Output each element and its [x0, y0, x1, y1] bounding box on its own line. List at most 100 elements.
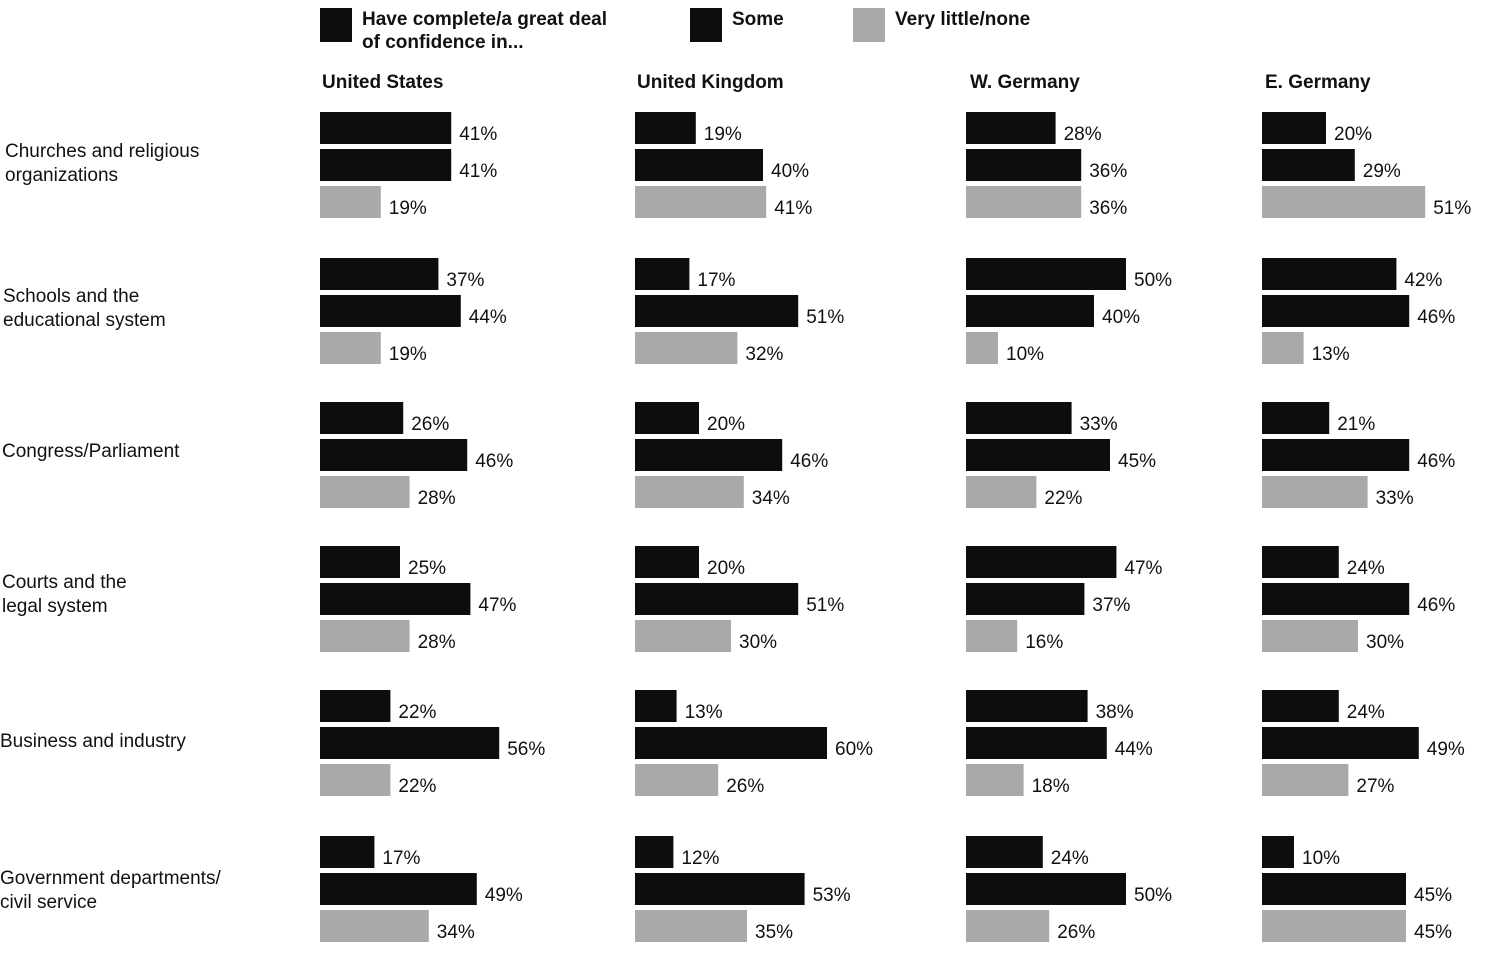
- bar-very-little-us-row2: [320, 332, 381, 364]
- bar-very-little-us-row3: [320, 476, 410, 508]
- data-label-very-little-us-row1: 19%: [389, 198, 427, 219]
- bar-very-little-uk-row3: [635, 476, 744, 508]
- bar-very-little-e-germany-row6: [1262, 910, 1406, 942]
- bar-some-w-germany-row5: [966, 727, 1107, 759]
- data-label-some-e-germany-row3: 46%: [1417, 451, 1455, 472]
- data-label-very-little-e-germany-row4: 30%: [1366, 632, 1404, 653]
- bar-great-deal-e-germany-row3: [1262, 402, 1330, 434]
- data-label-some-us-row1: 41%: [459, 161, 497, 182]
- data-label-great-deal-w-germany-row4: 47%: [1124, 558, 1162, 579]
- bar-some-us-row3: [320, 439, 468, 471]
- data-label-great-deal-us-row6: 17%: [382, 848, 420, 869]
- bar-some-uk-row1: [635, 149, 763, 181]
- bar-some-us-row4: [320, 583, 471, 615]
- bar-some-e-germany-row4: [1262, 583, 1410, 615]
- bar-some-uk-row6: [635, 873, 805, 905]
- data-label-some-e-germany-row2: 46%: [1417, 307, 1455, 328]
- data-label-some-w-germany-row1: 36%: [1089, 161, 1127, 182]
- data-label-great-deal-e-germany-row3: 21%: [1337, 414, 1375, 435]
- bar-very-little-uk-row5: [635, 764, 719, 796]
- data-label-some-w-germany-row2: 40%: [1102, 307, 1140, 328]
- data-label-great-deal-w-germany-row1: 28%: [1064, 124, 1102, 145]
- bar-great-deal-w-germany-row5: [966, 690, 1088, 722]
- data-label-some-uk-row4: 51%: [806, 595, 844, 616]
- data-label-great-deal-us-row4: 25%: [408, 558, 446, 579]
- data-label-very-little-e-germany-row1: 51%: [1433, 198, 1471, 219]
- data-label-great-deal-w-germany-row5: 38%: [1096, 702, 1134, 723]
- bar-very-little-us-row1: [320, 186, 381, 218]
- bar-very-little-w-germany-row5: [966, 764, 1024, 796]
- category-label-business: Business and industry: [0, 731, 186, 752]
- data-label-very-little-uk-row2: 32%: [745, 344, 783, 365]
- bar-very-little-uk-row4: [635, 620, 731, 652]
- data-label-some-e-germany-row4: 46%: [1417, 595, 1455, 616]
- bar-some-us-row5: [320, 727, 500, 759]
- data-label-some-w-germany-row3: 45%: [1118, 451, 1156, 472]
- legend-swatch-some: [690, 8, 722, 42]
- data-label-great-deal-e-germany-row1: 20%: [1334, 124, 1372, 145]
- data-label-very-little-uk-row4: 30%: [739, 632, 777, 653]
- data-label-very-little-w-germany-row2: 10%: [1006, 344, 1044, 365]
- bar-great-deal-w-germany-row6: [966, 836, 1043, 868]
- data-label-very-little-w-germany-row5: 18%: [1032, 776, 1070, 797]
- panel-title-e-germany: E. Germany: [1265, 72, 1371, 93]
- bar-some-us-row1: [320, 149, 452, 181]
- bar-very-little-w-germany-row2: [966, 332, 998, 364]
- data-label-very-little-w-germany-row4: 16%: [1025, 632, 1063, 653]
- data-label-some-uk-row1: 40%: [771, 161, 809, 182]
- data-label-some-w-germany-row4: 37%: [1092, 595, 1130, 616]
- legend-item-great-deal: Have complete/a great deal of confidence…: [320, 8, 607, 54]
- data-label-very-little-e-germany-row5: 27%: [1356, 776, 1394, 797]
- bar-great-deal-uk-row3: [635, 402, 699, 434]
- data-label-very-little-e-germany-row2: 13%: [1312, 344, 1350, 365]
- category-label-churches: Churches and religious organizations: [5, 141, 200, 186]
- bar-great-deal-us-row3: [320, 402, 404, 434]
- legend-item-very-little: Very little/none: [853, 8, 1030, 42]
- data-label-great-deal-us-row2: 37%: [446, 270, 484, 291]
- bar-very-little-us-row4: [320, 620, 410, 652]
- category-label-government: Government departments/ civil service: [0, 868, 221, 913]
- data-label-great-deal-uk-row5: 13%: [685, 702, 723, 723]
- data-label-great-deal-uk-row6: 12%: [681, 848, 719, 869]
- bar-great-deal-uk-row1: [635, 112, 696, 144]
- bar-great-deal-w-germany-row4: [966, 546, 1117, 578]
- bar-great-deal-w-germany-row3: [966, 402, 1072, 434]
- bar-great-deal-uk-row6: [635, 836, 674, 868]
- data-label-great-deal-w-germany-row6: 24%: [1051, 848, 1089, 869]
- bar-some-w-germany-row1: [966, 149, 1082, 181]
- bar-great-deal-e-germany-row2: [1262, 258, 1397, 290]
- panel-title-w-germany: W. Germany: [970, 72, 1080, 93]
- data-label-very-little-w-germany-row6: 26%: [1057, 922, 1095, 943]
- category-label-courts: Courts and the legal system: [2, 572, 127, 617]
- bar-great-deal-us-row4: [320, 546, 400, 578]
- bar-very-little-uk-row1: [635, 186, 767, 218]
- panel-title-united-states: United States: [322, 72, 444, 93]
- bar-some-e-germany-row1: [1262, 149, 1355, 181]
- bar-very-little-e-germany-row5: [1262, 764, 1349, 796]
- data-label-very-little-us-row3: 28%: [418, 488, 456, 509]
- bar-great-deal-e-germany-row5: [1262, 690, 1339, 722]
- data-label-some-w-germany-row5: 44%: [1115, 739, 1153, 760]
- bar-some-e-germany-row5: [1262, 727, 1419, 759]
- data-label-great-deal-e-germany-row2: 42%: [1404, 270, 1442, 291]
- bar-some-e-germany-row2: [1262, 295, 1410, 327]
- bar-very-little-w-germany-row4: [966, 620, 1018, 652]
- panel-title-united-kingdom: United Kingdom: [637, 72, 784, 93]
- bar-very-little-e-germany-row2: [1262, 332, 1304, 364]
- bar-great-deal-e-germany-row1: [1262, 112, 1326, 144]
- data-label-some-us-row3: 46%: [475, 451, 513, 472]
- bar-great-deal-uk-row5: [635, 690, 677, 722]
- bar-great-deal-w-germany-row2: [966, 258, 1126, 290]
- bar-some-w-germany-row6: [966, 873, 1126, 905]
- data-label-great-deal-uk-row2: 17%: [697, 270, 735, 291]
- bar-very-little-uk-row6: [635, 910, 747, 942]
- bar-very-little-w-germany-row1: [966, 186, 1082, 218]
- bar-great-deal-w-germany-row1: [966, 112, 1056, 144]
- bar-some-uk-row2: [635, 295, 799, 327]
- bar-great-deal-e-germany-row4: [1262, 546, 1339, 578]
- bar-some-w-germany-row2: [966, 295, 1094, 327]
- bar-some-e-germany-row6: [1262, 873, 1406, 905]
- data-label-some-e-germany-row5: 49%: [1427, 739, 1465, 760]
- bar-great-deal-e-germany-row6: [1262, 836, 1294, 868]
